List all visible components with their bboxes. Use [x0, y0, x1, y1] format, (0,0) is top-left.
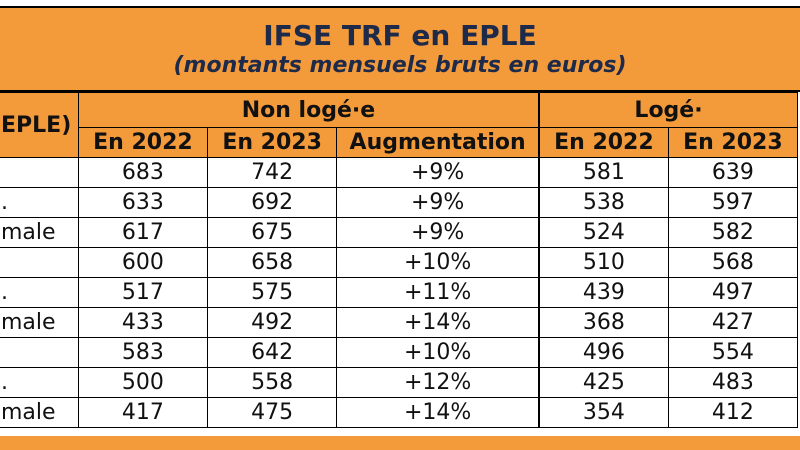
row-label — [0, 157, 79, 188]
cell: 492 — [207, 307, 338, 338]
cell: 600 — [77, 247, 209, 278]
cell: +9% — [336, 187, 540, 218]
cell: 517 — [77, 277, 209, 308]
cell: 417 — [77, 397, 209, 428]
cell: 354 — [538, 397, 669, 428]
table-title: IFSE TRF en EPLE — [263, 19, 537, 52]
cell: 554 — [667, 337, 799, 368]
col-header-2023-loge: En 2023 — [667, 127, 799, 158]
cell: +12% — [336, 367, 540, 398]
group-header-loge: Logé· — [538, 92, 799, 128]
col-header-2022: En 2022 — [77, 127, 209, 158]
left-header-cell: EPLE) — [0, 92, 79, 158]
cell: 439 — [538, 277, 669, 308]
cell: 617 — [77, 217, 209, 248]
cell: +9% — [336, 217, 540, 248]
cell: 568 — [667, 247, 799, 278]
table-row: 583 642 +10% 496 554 — [0, 337, 799, 368]
cell: 483 — [667, 367, 799, 398]
header-row-groups: EPLE) Non logé·e Logé· — [0, 92, 799, 158]
table-row: male 617 675 +9% 524 582 — [0, 217, 799, 248]
bottom-border-strip — [0, 436, 800, 450]
table-subtitle: (montants mensuels bruts en euros) — [173, 53, 627, 78]
cell: 538 — [538, 187, 669, 218]
cell: 368 — [538, 307, 669, 338]
cell: 581 — [538, 157, 669, 188]
row-label: male — [0, 307, 79, 338]
cell: 500 — [77, 367, 209, 398]
table-row: 600 658 +10% 510 568 — [0, 247, 799, 278]
cell: 583 — [77, 337, 209, 368]
col-header-2023: En 2023 — [207, 127, 338, 158]
cell: 639 — [667, 157, 799, 188]
table-row: . 500 558 +12% 425 483 — [0, 367, 799, 398]
cell: 425 — [538, 367, 669, 398]
row-label: . — [0, 277, 79, 308]
row-label: . — [0, 367, 79, 398]
table-row: . 633 692 +9% 538 597 — [0, 187, 799, 218]
cell: 497 — [667, 277, 799, 308]
table-row: male 417 475 +14% 354 412 — [0, 397, 799, 428]
cell: +14% — [336, 397, 540, 428]
row-label — [0, 247, 79, 278]
cell: 692 — [207, 187, 338, 218]
table-row: male 433 492 +14% 368 427 — [0, 307, 799, 338]
cell: 658 — [207, 247, 338, 278]
cell: 433 — [77, 307, 209, 338]
table-title-block: IFSE TRF en EPLE (montants mensuels brut… — [0, 6, 800, 92]
row-label: male — [0, 217, 79, 248]
cell: +10% — [336, 337, 540, 368]
row-label: . — [0, 187, 79, 218]
cell: +10% — [336, 247, 540, 278]
header-row-columns: En 2022 En 2023 Augmentation En 2022 En … — [0, 127, 799, 158]
cell: 510 — [538, 247, 669, 278]
table-row: 683 742 +9% 581 639 — [0, 157, 799, 188]
cell: 683 — [77, 157, 209, 188]
cell: 633 — [77, 187, 209, 218]
cell: 575 — [207, 277, 338, 308]
cell: 412 — [667, 397, 799, 428]
cell: 496 — [538, 337, 669, 368]
ifse-table: EPLE) Non logé·e Logé· En 2022 En 2023 A… — [0, 92, 799, 428]
cell: 524 — [538, 217, 669, 248]
cell: 558 — [207, 367, 338, 398]
cell: 742 — [207, 157, 338, 188]
cell: +11% — [336, 277, 540, 308]
cell: 427 — [667, 307, 799, 338]
cell: +14% — [336, 307, 540, 338]
cell: 475 — [207, 397, 338, 428]
cell: 582 — [667, 217, 799, 248]
col-header-2022-loge: En 2022 — [538, 127, 669, 158]
col-header-augmentation: Augmentation — [336, 127, 540, 158]
row-label — [0, 337, 79, 368]
table-row: . 517 575 +11% 439 497 — [0, 277, 799, 308]
cell: 642 — [207, 337, 338, 368]
cell: 675 — [207, 217, 338, 248]
cell: +9% — [336, 157, 540, 188]
cell: 597 — [667, 187, 799, 218]
row-label: male — [0, 397, 79, 428]
group-header-non-loge: Non logé·e — [77, 92, 540, 128]
